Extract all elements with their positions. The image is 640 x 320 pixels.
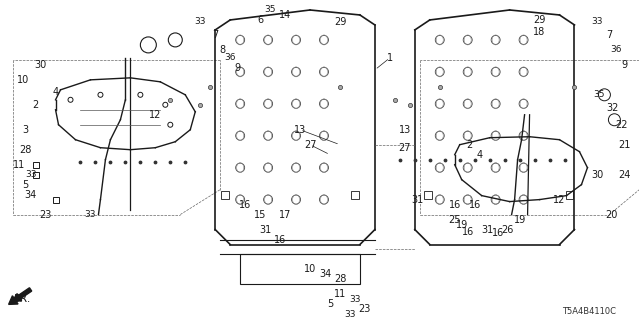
Text: FR.: FR.	[14, 294, 31, 304]
Text: 20: 20	[605, 210, 618, 220]
Text: 16: 16	[492, 228, 504, 237]
Text: 8: 8	[219, 45, 225, 55]
Text: 2: 2	[33, 100, 38, 110]
Text: 34: 34	[24, 190, 36, 200]
Text: 12: 12	[554, 195, 566, 204]
Text: 13: 13	[399, 125, 411, 135]
Text: 12: 12	[149, 110, 161, 120]
Text: 19: 19	[456, 220, 468, 229]
Bar	[221, 191, 229, 199]
Text: 16: 16	[449, 200, 461, 210]
Bar	[240, 254, 360, 284]
Text: 9: 9	[621, 60, 627, 70]
Text: 33: 33	[592, 18, 603, 27]
Text: 29: 29	[334, 17, 346, 27]
Text: 33: 33	[344, 310, 356, 319]
Text: 19: 19	[513, 214, 525, 225]
Text: 31: 31	[259, 225, 271, 235]
Text: 16: 16	[274, 235, 286, 244]
Text: 36: 36	[611, 45, 622, 54]
Text: 29: 29	[533, 15, 546, 25]
Text: 23: 23	[359, 304, 371, 314]
Text: 27: 27	[399, 143, 411, 153]
Text: 16: 16	[461, 227, 474, 236]
Text: 33: 33	[195, 18, 206, 27]
Text: 10: 10	[17, 75, 29, 85]
Text: 30: 30	[35, 60, 47, 70]
Text: 11: 11	[13, 160, 25, 170]
Text: 34: 34	[319, 269, 331, 279]
Text: 24: 24	[618, 170, 630, 180]
Text: 22: 22	[615, 120, 628, 130]
Text: 33: 33	[84, 210, 96, 219]
Text: 18: 18	[533, 27, 546, 37]
Text: 3: 3	[22, 125, 29, 135]
Text: 35: 35	[594, 90, 605, 99]
Bar	[351, 191, 359, 199]
FancyArrow shape	[8, 288, 32, 304]
Text: 9: 9	[234, 63, 240, 73]
Text: 15: 15	[254, 210, 266, 220]
Text: 10: 10	[304, 264, 316, 275]
Text: 28: 28	[19, 145, 32, 155]
Text: 23: 23	[40, 210, 52, 220]
Text: 33: 33	[349, 295, 361, 304]
Text: 4: 4	[52, 87, 59, 97]
Text: 17: 17	[279, 210, 291, 220]
Text: 32: 32	[606, 103, 619, 113]
Text: 26: 26	[501, 225, 514, 235]
Text: 31: 31	[481, 225, 494, 235]
Text: 5: 5	[22, 180, 29, 190]
Text: 27: 27	[304, 140, 316, 150]
Text: 33: 33	[25, 170, 36, 179]
Text: 6: 6	[257, 15, 263, 25]
Text: 35: 35	[264, 5, 276, 14]
Text: 16: 16	[239, 200, 252, 210]
Bar	[566, 191, 573, 199]
Text: 7: 7	[606, 30, 612, 40]
Bar	[424, 191, 432, 199]
Text: 4: 4	[477, 150, 483, 160]
Text: 16: 16	[468, 200, 481, 210]
Text: 25: 25	[449, 214, 461, 225]
Text: 28: 28	[334, 275, 346, 284]
Text: 7: 7	[212, 30, 218, 40]
Text: T5A4B4110C: T5A4B4110C	[563, 307, 616, 316]
Text: 13: 13	[294, 125, 306, 135]
Text: 30: 30	[591, 170, 604, 180]
Text: 2: 2	[467, 140, 473, 150]
Text: 21: 21	[618, 140, 630, 150]
Text: 14: 14	[279, 10, 291, 20]
Text: 11: 11	[334, 289, 346, 300]
Text: 36: 36	[225, 53, 236, 62]
Text: 31: 31	[412, 195, 424, 204]
Text: 5: 5	[327, 300, 333, 309]
Text: 1: 1	[387, 53, 393, 63]
